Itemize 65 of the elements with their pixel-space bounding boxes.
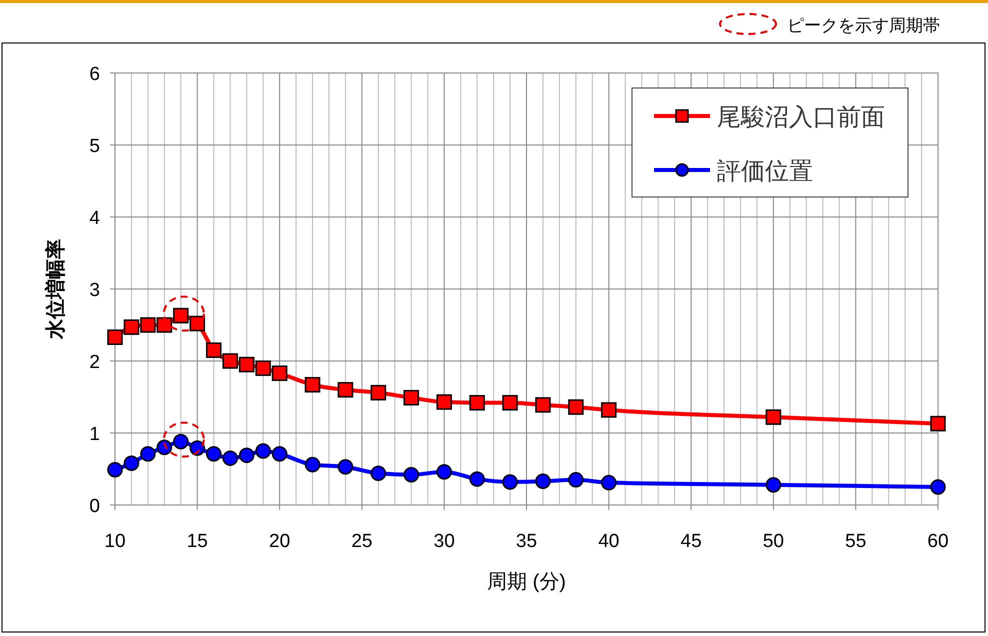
point	[304, 377, 320, 393]
point	[206, 446, 222, 462]
point	[436, 464, 452, 480]
point	[206, 342, 222, 358]
legend-label: 評価位置	[717, 158, 813, 185]
x-tick-label: 45	[680, 531, 702, 552]
point	[156, 317, 172, 333]
point	[156, 440, 172, 456]
point	[469, 395, 485, 411]
point	[222, 353, 238, 369]
x-tick-label: 50	[762, 531, 784, 552]
point	[404, 390, 420, 406]
point	[338, 382, 354, 398]
point	[601, 474, 617, 490]
point	[535, 473, 551, 489]
point	[502, 474, 518, 490]
y-axis-title: 水位増幅率	[44, 239, 67, 340]
point	[238, 356, 254, 372]
point	[272, 365, 288, 381]
y-tick-label: 1	[89, 424, 100, 445]
point	[222, 450, 238, 466]
point	[140, 446, 156, 462]
point	[502, 395, 518, 411]
x-tick-label: 25	[351, 531, 372, 552]
point	[255, 360, 271, 376]
y-tick-label: 2	[89, 352, 100, 373]
x-tick-label: 15	[186, 531, 208, 552]
y-tick-label: 0	[89, 496, 100, 517]
point	[601, 402, 617, 418]
x-tick-label: 55	[845, 531, 866, 552]
point	[338, 459, 354, 475]
point	[930, 479, 946, 495]
x-tick-label: 20	[269, 531, 290, 552]
point	[238, 448, 254, 464]
point	[370, 384, 386, 400]
point	[140, 317, 156, 333]
point	[766, 409, 782, 425]
x-tick-label: 40	[598, 531, 620, 552]
point	[124, 319, 140, 335]
x-tick-label: 10	[104, 531, 126, 552]
point	[107, 462, 123, 478]
y-tick-label: 4	[89, 208, 100, 229]
x-tick-label: 30	[434, 531, 455, 552]
point	[930, 416, 946, 432]
point	[272, 446, 288, 462]
point	[535, 397, 551, 413]
point	[404, 467, 420, 483]
point	[255, 443, 271, 459]
point	[568, 472, 584, 488]
y-tick-label: 5	[89, 136, 100, 157]
x-tick-label: 60	[927, 531, 949, 552]
point	[436, 394, 452, 410]
point	[304, 456, 320, 472]
legend-label: 尾駿沼入口前面	[717, 104, 885, 131]
x-axis-title: 周期 (分)	[487, 571, 566, 593]
point	[469, 471, 485, 487]
text: ピークを示す周期帯	[787, 16, 940, 35]
point	[124, 455, 140, 471]
point	[370, 466, 386, 482]
y-tick-label: 3	[89, 280, 100, 301]
y-tick-label: 6	[89, 64, 100, 85]
point	[568, 399, 584, 415]
point	[766, 477, 782, 493]
x-tick-label: 35	[516, 531, 538, 552]
point	[107, 329, 123, 345]
